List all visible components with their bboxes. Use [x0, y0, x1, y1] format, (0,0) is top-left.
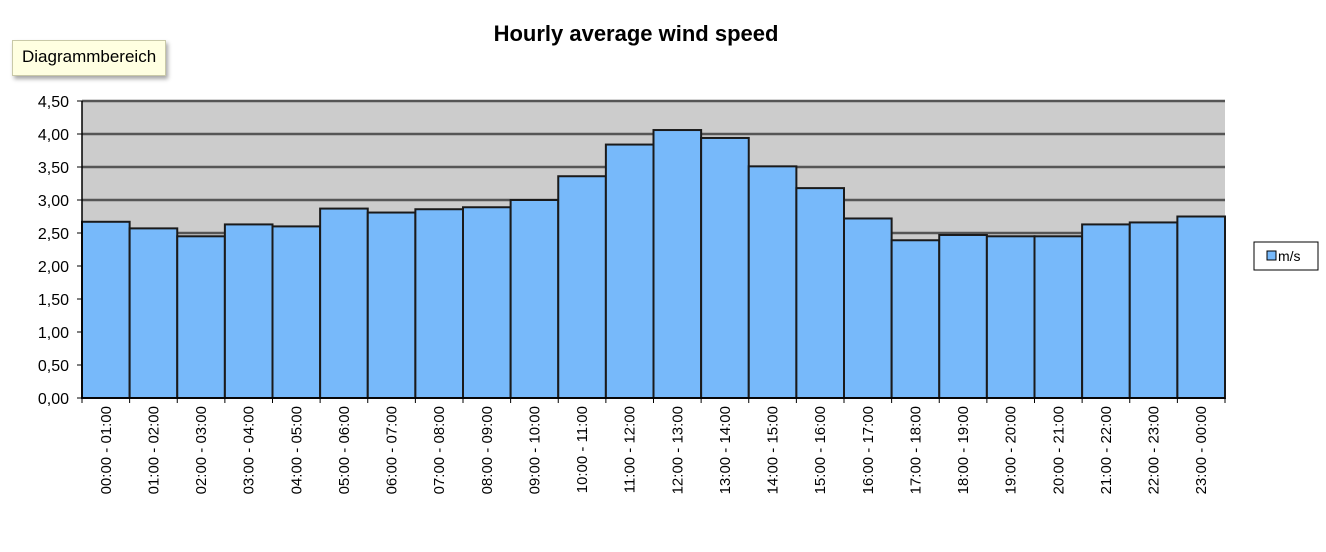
- y-tick-label: 1,00: [38, 325, 69, 342]
- bar: [366, 211, 417, 399]
- bar: [1176, 215, 1226, 399]
- axes: [81, 101, 1226, 403]
- bar: [271, 225, 322, 399]
- x-tick-label: 15:00 - 16:00: [812, 406, 829, 494]
- x-tick-label: 13:00 - 14:00: [717, 406, 734, 494]
- x-tick-label: 02:00 - 03:00: [193, 406, 210, 494]
- bar: [1081, 223, 1131, 399]
- x-tick-label: 21:00 - 22:00: [1098, 406, 1115, 494]
- legend-box: [1253, 241, 1319, 271]
- y-tick-label: 0,50: [38, 358, 69, 375]
- x-tick-label: 22:00 - 23:00: [1146, 406, 1163, 494]
- bar: [462, 206, 512, 399]
- bar: [414, 208, 464, 399]
- x-tick-label: 18:00 - 19:00: [955, 406, 972, 494]
- x-tick-label: 07:00 - 08:00: [431, 406, 448, 494]
- bar: [604, 143, 655, 399]
- bar: [509, 199, 560, 399]
- x-tick-label: 09:00 - 10:00: [526, 406, 543, 494]
- bar: [843, 217, 893, 399]
- x-tick-label: 11:00 - 12:00: [622, 406, 639, 493]
- y-tick-label: 1,50: [38, 292, 69, 309]
- bar: [223, 223, 274, 399]
- bar: [985, 235, 1036, 399]
- y-tick-label: 0,00: [38, 391, 69, 408]
- bar: [557, 175, 607, 399]
- bar: [128, 227, 179, 399]
- bar: [81, 220, 131, 399]
- x-tick-labels: 00:00 - 01:00 01:00 - 02:00 02:00 - 03:00 0…: [98, 406, 1210, 494]
- bars: [81, 129, 1226, 400]
- bar: [1033, 235, 1084, 399]
- x-tick-label: 01:00 - 02:00: [145, 406, 162, 494]
- bar: [700, 136, 750, 400]
- x-tick-label: 12:00 - 13:00: [669, 406, 686, 494]
- x-tick-label: 19:00 - 20:00: [1003, 406, 1020, 494]
- bar: [652, 129, 703, 399]
- x-tick-label: 17:00 - 18:00: [907, 406, 924, 494]
- y-tick-label: 3,50: [38, 160, 69, 177]
- legend-swatch: [1266, 250, 1277, 261]
- x-tick-label: 16:00 - 17:00: [860, 406, 877, 494]
- x-tick-label: 05:00 - 06:00: [336, 406, 353, 494]
- x-tick-label: 03:00 - 04:00: [241, 406, 258, 494]
- legend-label: m/s: [1278, 248, 1301, 264]
- bar: [890, 239, 941, 399]
- x-tick-label: 04:00 - 05:00: [288, 406, 305, 494]
- y-tick-label: 4,50: [38, 94, 69, 111]
- x-tick-label: 08:00 - 09:00: [479, 406, 496, 494]
- bar: [1128, 221, 1179, 399]
- bar: [795, 187, 845, 399]
- x-tick-label: 23:00 - 00:00: [1193, 406, 1210, 494]
- x-tick-label: 06:00 - 07:00: [384, 406, 401, 494]
- x-tick-label: 14:00 - 15:00: [765, 406, 782, 494]
- x-tick-label: 20:00 - 21:00: [1050, 406, 1067, 494]
- x-tick-label: 00:00 - 01:00: [98, 406, 115, 494]
- y-tick-label: 3,00: [38, 193, 69, 210]
- x-tick-label: 10:00 - 11:00: [574, 406, 591, 493]
- y-tick-label: 4,00: [38, 127, 69, 144]
- chart-title: Hourly average wind speed: [494, 21, 779, 46]
- bar: [938, 233, 988, 399]
- bar: [319, 207, 369, 399]
- legend: m/s: [1253, 241, 1319, 271]
- bar: [747, 165, 798, 399]
- y-tick-label: 2,00: [38, 259, 69, 276]
- bar: [176, 235, 226, 399]
- y-tick-labels: 0,00 0,50 1,00 1,50 2,00 2,50 3,00 3,50 4,00 4,50: [38, 94, 82, 408]
- y-tick-label: 2,50: [38, 226, 69, 243]
- chart-area-tooltip: Diagrammbereich: [12, 40, 167, 76]
